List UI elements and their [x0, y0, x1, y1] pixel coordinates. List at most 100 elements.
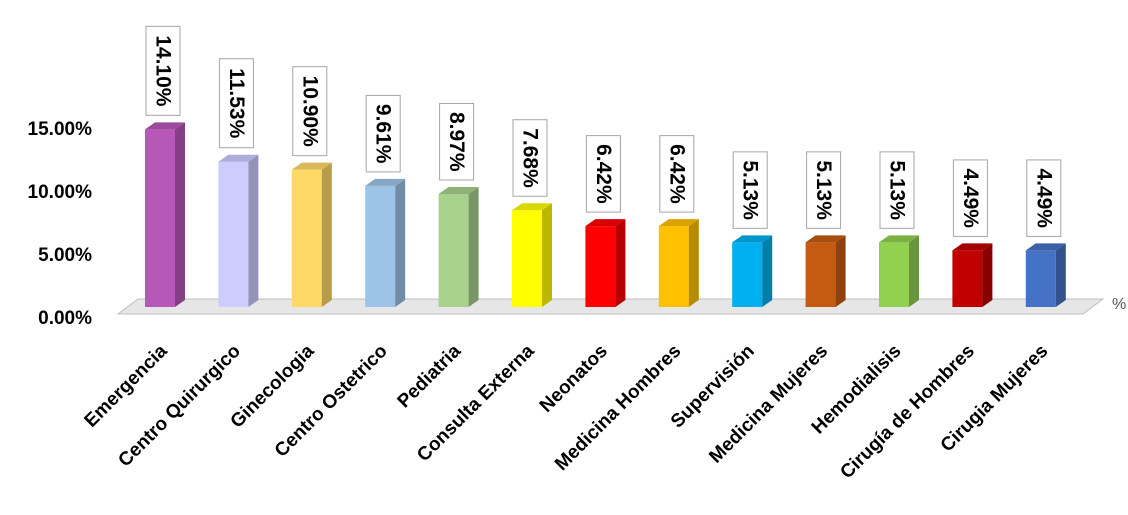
data-label-text: 4.49% [1032, 168, 1055, 228]
bar-side-face [909, 235, 919, 307]
bar-top-face [952, 243, 993, 251]
bar [879, 235, 919, 307]
data-label-text: 5.13% [886, 160, 909, 220]
data-label-box [732, 151, 768, 229]
data-label-box [512, 119, 548, 197]
y-tick-label: 10.00% [28, 182, 93, 203]
data-label: 4.49% [1026, 159, 1062, 237]
bar-top-face [585, 219, 626, 227]
data-label: 8.97% [439, 102, 475, 181]
data-label: 5.13% [879, 151, 915, 229]
data-label: 9.61% [365, 94, 401, 173]
data-label-box [806, 151, 842, 229]
data-label-text: 6.42% [665, 144, 688, 204]
data-label-text: 4.49% [959, 168, 982, 228]
data-label-text: 11.53% [225, 68, 248, 138]
y-tick-label: 5.00% [38, 245, 92, 266]
bar-side-face [395, 178, 406, 307]
bar-side-face [468, 186, 479, 307]
bar-top-face [291, 162, 332, 170]
bar-front-face [438, 193, 469, 307]
y-tick-label: 15.00% [28, 119, 93, 140]
data-label-box [952, 159, 988, 237]
bar-side-face [542, 203, 552, 307]
y-tick-label: 0.00% [38, 308, 92, 329]
bar-front-face [732, 242, 763, 307]
data-label-text: 7.68% [519, 128, 542, 188]
data-label: 14.10% [145, 25, 181, 116]
bar-front-face [365, 185, 396, 307]
data-label-text: 9.61% [372, 104, 395, 164]
axis-unit-label: % [1112, 296, 1126, 313]
x-tick-label: Pediatria [394, 340, 466, 412]
bar-side-face [248, 154, 259, 307]
data-label-box [659, 135, 695, 213]
bar-front-face [145, 129, 175, 307]
data-label-text: 10.90% [298, 76, 321, 148]
bar [218, 154, 259, 307]
data-label-text: 5.13% [739, 160, 762, 220]
bar [145, 122, 185, 307]
bar [365, 178, 406, 307]
data-label-box [879, 151, 915, 229]
bar [658, 219, 699, 307]
data-label-text: 5.13% [812, 160, 835, 220]
bar [512, 203, 552, 307]
data-label: 7.68% [512, 119, 548, 197]
bar-side-face [175, 122, 185, 307]
data-labels: 14.10% 11.53% 10.90% 9.61% 8.97% 7.68% 6.42% 6.… [145, 25, 1062, 237]
bar-series [145, 122, 1066, 307]
x-tick-label: Cirugía de Hombres [836, 341, 979, 484]
bar-side-face [615, 219, 626, 307]
data-label: 6.42% [659, 135, 695, 213]
bar-front-face [585, 226, 616, 307]
bar-side-face [982, 243, 993, 307]
data-label-box [145, 25, 181, 116]
bar [805, 235, 846, 307]
bar-top-face [658, 219, 699, 227]
bar-top-face [879, 235, 919, 243]
data-label-text: 14.10% [152, 35, 175, 107]
bar-side-face [1055, 243, 1066, 307]
bar-top-face [1025, 243, 1066, 251]
y-axis: 0.00% 5.00% 10.00% 15.00% [28, 119, 93, 329]
data-label: 5.13% [806, 151, 842, 229]
data-label-text: 6.42% [592, 144, 615, 204]
bar-front-face [805, 242, 836, 307]
data-label: 4.49% [952, 159, 988, 237]
bar-top-face [732, 235, 773, 243]
bar-top-face [218, 154, 259, 162]
data-label: 11.53% [218, 58, 254, 149]
x-tick-label: Centro Quirurgico [114, 341, 245, 472]
data-label-box [292, 66, 328, 157]
bar [438, 186, 479, 307]
bar-front-face [512, 210, 542, 307]
bar-top-face [145, 122, 185, 130]
data-label-box [439, 102, 475, 181]
bar-front-face [658, 226, 689, 307]
bar-front-face [291, 169, 322, 307]
bar-front-face [218, 161, 249, 307]
bar-top-face [365, 178, 406, 186]
data-label: 5.13% [732, 151, 768, 229]
bar-side-face [762, 235, 773, 307]
data-label-box [585, 135, 621, 213]
data-label-box [365, 94, 401, 173]
bar-side-face [688, 219, 699, 307]
bar-top-face [512, 203, 552, 211]
x-tick-label: Medicina Hombres [551, 341, 685, 475]
data-label: 6.42% [585, 135, 621, 213]
bar [291, 162, 332, 307]
bar-side-face [321, 162, 332, 307]
x-tick-label: Neonatos [536, 341, 612, 417]
data-label-box [1026, 159, 1062, 237]
data-label: 10.90% [292, 66, 328, 157]
bar-top-face [438, 186, 479, 194]
bar [1025, 243, 1066, 307]
data-label-text: 8.97% [445, 112, 468, 172]
bar [732, 235, 773, 307]
bar-top-face [805, 235, 846, 243]
bar [585, 219, 626, 307]
